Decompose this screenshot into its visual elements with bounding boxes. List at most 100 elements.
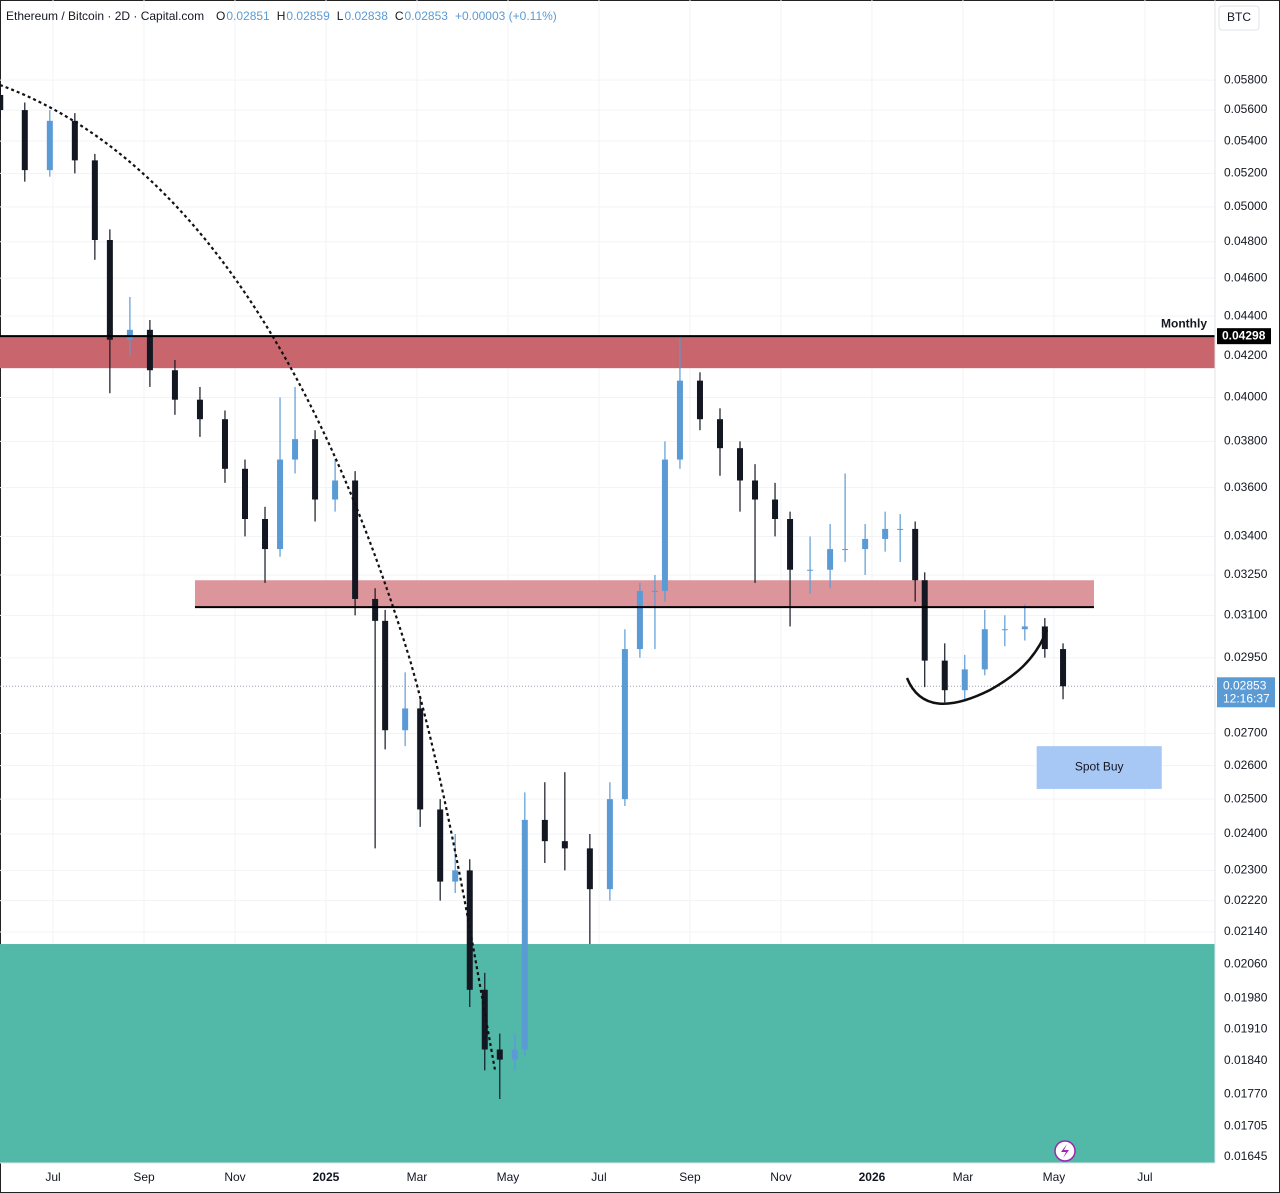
candle-body bbox=[961, 669, 968, 691]
candle-body bbox=[807, 569, 814, 571]
y-tick-label: 0.02950 bbox=[1224, 650, 1268, 664]
x-tick-label: May bbox=[1043, 1170, 1066, 1184]
currency: BTC bbox=[1227, 10, 1251, 24]
candle-body bbox=[561, 841, 568, 849]
candle-body bbox=[1021, 626, 1028, 630]
candle-body bbox=[126, 329, 133, 340]
overlays: Monthly Spot Buy bbox=[0, 83, 1215, 1162]
candle-body bbox=[716, 419, 723, 449]
x-tick-label: Jul bbox=[1137, 1170, 1152, 1184]
candle-body bbox=[171, 370, 178, 400]
candle-body bbox=[481, 989, 488, 1050]
level-label: Monthly bbox=[1161, 316, 1207, 330]
dotted-arc bbox=[0, 83, 497, 1071]
candle-body bbox=[466, 870, 473, 990]
y-tick-label: 0.02140 bbox=[1224, 924, 1268, 938]
candle-body bbox=[842, 549, 849, 551]
symbol: Ethereum / Bitcoin · 2D · Capital.com bbox=[6, 9, 204, 23]
y-tick-label: 0.03800 bbox=[1224, 434, 1268, 448]
x-tick-label: Sep bbox=[679, 1170, 701, 1184]
y-tick-label: 0.04000 bbox=[1224, 390, 1268, 404]
candle-body bbox=[402, 708, 409, 731]
candle-body bbox=[1060, 649, 1067, 687]
candle-body bbox=[606, 799, 613, 890]
candle-body bbox=[636, 590, 643, 650]
change: +0.00003 (+0.11%) bbox=[455, 9, 557, 23]
x-tick-label: Mar bbox=[953, 1170, 974, 1184]
x-tick-label: Mar bbox=[407, 1170, 428, 1184]
candle-body bbox=[661, 459, 668, 591]
candle-body bbox=[676, 380, 683, 460]
candle-body bbox=[382, 620, 389, 731]
currency-badge[interactable] bbox=[1218, 5, 1260, 31]
candle-body bbox=[921, 580, 928, 661]
candle-body bbox=[437, 809, 444, 882]
ohlc-value: 0.02838 bbox=[344, 9, 388, 23]
x-tick-label: May bbox=[497, 1170, 520, 1184]
y-tick-label: 0.02060 bbox=[1224, 957, 1268, 971]
candle-body bbox=[71, 120, 78, 161]
x-tick-label: Nov bbox=[224, 1170, 245, 1184]
axes: 0.05800 0.05600 0.05400 0.05200 0.05000 0.048… bbox=[45, 72, 1275, 1184]
level-tag-text: 0.04298 bbox=[1222, 328, 1266, 342]
candle-body bbox=[452, 870, 459, 882]
zone bbox=[0, 336, 1215, 369]
candle-body bbox=[521, 819, 528, 1050]
y-tick-label: 0.03600 bbox=[1224, 480, 1268, 494]
x-tick-label: Jul bbox=[591, 1170, 606, 1184]
candle-body bbox=[146, 329, 153, 371]
y-tick-label: 0.05800 bbox=[1224, 72, 1268, 86]
candle-body bbox=[352, 480, 359, 599]
candle-body bbox=[827, 549, 834, 570]
last-price-text: 0.02853 bbox=[1223, 678, 1267, 692]
candle-body bbox=[737, 448, 744, 481]
y-tick-label: 0.02700 bbox=[1224, 726, 1268, 740]
candle-body bbox=[941, 660, 948, 691]
y-tick-label: 0.02500 bbox=[1224, 791, 1268, 805]
y-tick-label: 0.04800 bbox=[1224, 234, 1268, 248]
y-tick-label: 0.02600 bbox=[1224, 758, 1268, 772]
y-tick-label: 0.01980 bbox=[1224, 991, 1268, 1005]
level-tag bbox=[1217, 328, 1271, 345]
spot-buy-label: Spot Buy bbox=[1075, 760, 1124, 774]
x-tick-label: 2025 bbox=[313, 1170, 340, 1184]
zone bbox=[0, 944, 1215, 1163]
y-tick-label: 0.02400 bbox=[1224, 826, 1268, 840]
ohlc-key: O bbox=[216, 9, 225, 23]
cup-curve bbox=[905, 629, 1049, 705]
countdown: 12:16:37 bbox=[1223, 691, 1270, 705]
ohlc-value: 0.02851 bbox=[226, 9, 270, 23]
candle-body bbox=[292, 439, 299, 460]
candle-body bbox=[541, 819, 548, 842]
y-tick-label: 0.01840 bbox=[1224, 1053, 1268, 1067]
y-tick-label: 0.05200 bbox=[1224, 166, 1268, 180]
last-price-tag bbox=[1217, 677, 1275, 708]
candle-body bbox=[106, 240, 113, 340]
x-tick-label: 2026 bbox=[859, 1170, 886, 1184]
candle-body bbox=[621, 649, 628, 800]
x-tick-label: Nov bbox=[770, 1170, 791, 1184]
ohlc-value: 0.02859 bbox=[286, 9, 330, 23]
lightning-glyph bbox=[1061, 1144, 1069, 1158]
candle-body bbox=[586, 848, 593, 890]
candle-body bbox=[496, 1049, 503, 1060]
candle-body bbox=[417, 708, 424, 810]
ohlc-value: 0.02853 bbox=[405, 9, 449, 23]
x-tick-label: Sep bbox=[133, 1170, 155, 1184]
y-tick-label: 0.04600 bbox=[1224, 270, 1268, 284]
y-tick-label: 0.03250 bbox=[1224, 567, 1268, 581]
y-tick-label: 0.04200 bbox=[1224, 348, 1268, 362]
y-tick-label: 0.05000 bbox=[1224, 199, 1268, 213]
candle-body bbox=[651, 590, 658, 592]
y-tick-label: 0.03100 bbox=[1224, 608, 1268, 622]
candle-body bbox=[242, 468, 249, 520]
candles bbox=[0, 87, 1067, 1100]
candle-body bbox=[221, 419, 228, 469]
y-tick-label: 0.03400 bbox=[1224, 529, 1268, 543]
x-tick-label: Jul bbox=[45, 1170, 60, 1184]
y-tick-label: 0.01705 bbox=[1224, 1118, 1268, 1132]
candle-body bbox=[21, 110, 28, 171]
